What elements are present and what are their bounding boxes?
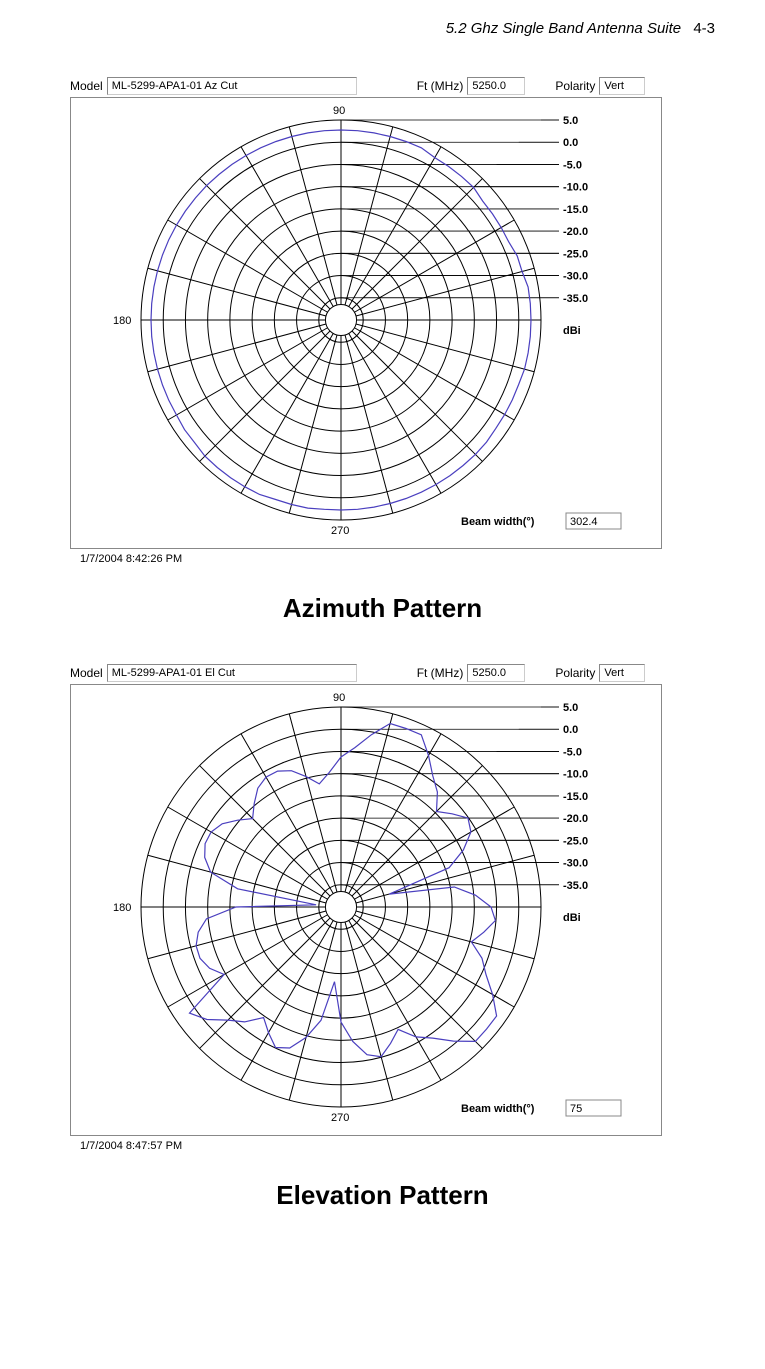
az-timestamp: 1/7/2004 8:42:26 PM — [80, 553, 715, 565]
azimuth-chart-frame: 5.0 0.0 -5.0 -10.0 -15.0 -20.0 -25.0 -30.0 -35.0… — [70, 97, 662, 549]
az-model-value: ML-5299-APA1-01 Az Cut — [107, 77, 357, 95]
svg-text:-30.0: -30.0 — [563, 858, 588, 870]
el-model-label: Model — [70, 666, 103, 680]
svg-text:dBi: dBi — [563, 325, 581, 337]
svg-text:90: 90 — [333, 105, 345, 117]
svg-text:-5.0: -5.0 — [563, 159, 582, 171]
el-freq-label: Ft (MHz) — [417, 666, 464, 680]
svg-text:90: 90 — [333, 692, 345, 704]
svg-text:-5.0: -5.0 — [563, 746, 582, 758]
svg-text:180: 180 — [113, 902, 131, 914]
az-polarity-value: Vert — [599, 77, 645, 95]
svg-text:302.4: 302.4 — [570, 516, 598, 528]
svg-text:-35.0: -35.0 — [563, 293, 588, 305]
svg-text:Beam width(°): Beam width(°) — [461, 516, 535, 528]
svg-text:Beam width(°): Beam width(°) — [461, 1103, 535, 1115]
header-page-number: 4-3 — [693, 20, 715, 37]
elevation-meta-row: Model ML-5299-APA1-01 El Cut Ft (MHz) 52… — [70, 664, 715, 682]
svg-text:-20.0: -20.0 — [563, 813, 588, 825]
svg-text:270: 270 — [331, 1112, 349, 1124]
svg-text:75: 75 — [570, 1103, 582, 1115]
svg-text:5.0: 5.0 — [563, 115, 578, 127]
svg-text:180: 180 — [113, 315, 131, 327]
elevation-chart-block: Model ML-5299-APA1-01 El Cut Ft (MHz) 52… — [50, 664, 715, 1152]
el-timestamp: 1/7/2004 8:47:57 PM — [80, 1140, 715, 1152]
svg-text:-20.0: -20.0 — [563, 226, 588, 238]
el-model-value: ML-5299-APA1-01 El Cut — [107, 664, 357, 682]
svg-text:-10.0: -10.0 — [563, 769, 588, 781]
az-freq-label: Ft (MHz) — [417, 79, 464, 93]
el-polarity-value: Vert — [599, 664, 645, 682]
az-polarity-label: Polarity — [555, 79, 595, 93]
page: 5.2 Ghz Single Band Antenna Suite 4-3 Mo… — [0, 0, 765, 1281]
svg-text:-15.0: -15.0 — [563, 791, 588, 803]
svg-text:dBi: dBi — [563, 912, 581, 924]
elevation-title: Elevation Pattern — [50, 1180, 715, 1211]
el-polarity-label: Polarity — [555, 666, 595, 680]
azimuth-title: Azimuth Pattern — [50, 593, 715, 624]
el-freq-value: 5250.0 — [467, 664, 525, 682]
header-title: 5.2 Ghz Single Band Antenna Suite — [446, 20, 681, 37]
svg-text:0.0: 0.0 — [563, 724, 578, 736]
svg-text:5.0: 5.0 — [563, 702, 578, 714]
elevation-polar-chart: 5.0 0.0 -5.0 -10.0 -15.0 -20.0 -25.0 -30.0 -35.0… — [71, 685, 661, 1130]
page-header: 5.2 Ghz Single Band Antenna Suite 4-3 — [50, 20, 715, 37]
az-freq-value: 5250.0 — [467, 77, 525, 95]
az-model-label: Model — [70, 79, 103, 93]
elevation-chart-frame: 5.0 0.0 -5.0 -10.0 -15.0 -20.0 -25.0 -30.0 -35.0… — [70, 684, 662, 1136]
svg-text:-35.0: -35.0 — [563, 880, 588, 892]
azimuth-chart-block: Model ML-5299-APA1-01 Az Cut Ft (MHz) 52… — [50, 77, 715, 565]
azimuth-meta-row: Model ML-5299-APA1-01 Az Cut Ft (MHz) 52… — [70, 77, 715, 95]
svg-text:-10.0: -10.0 — [563, 182, 588, 194]
azimuth-polar-chart: 5.0 0.0 -5.0 -10.0 -15.0 -20.0 -25.0 -30.0 -35.0… — [71, 98, 661, 543]
svg-text:-30.0: -30.0 — [563, 271, 588, 283]
svg-text:0.0: 0.0 — [563, 137, 578, 149]
svg-text:270: 270 — [331, 525, 349, 537]
svg-text:-25.0: -25.0 — [563, 248, 588, 260]
svg-text:-25.0: -25.0 — [563, 835, 588, 847]
svg-text:-15.0: -15.0 — [563, 204, 588, 216]
